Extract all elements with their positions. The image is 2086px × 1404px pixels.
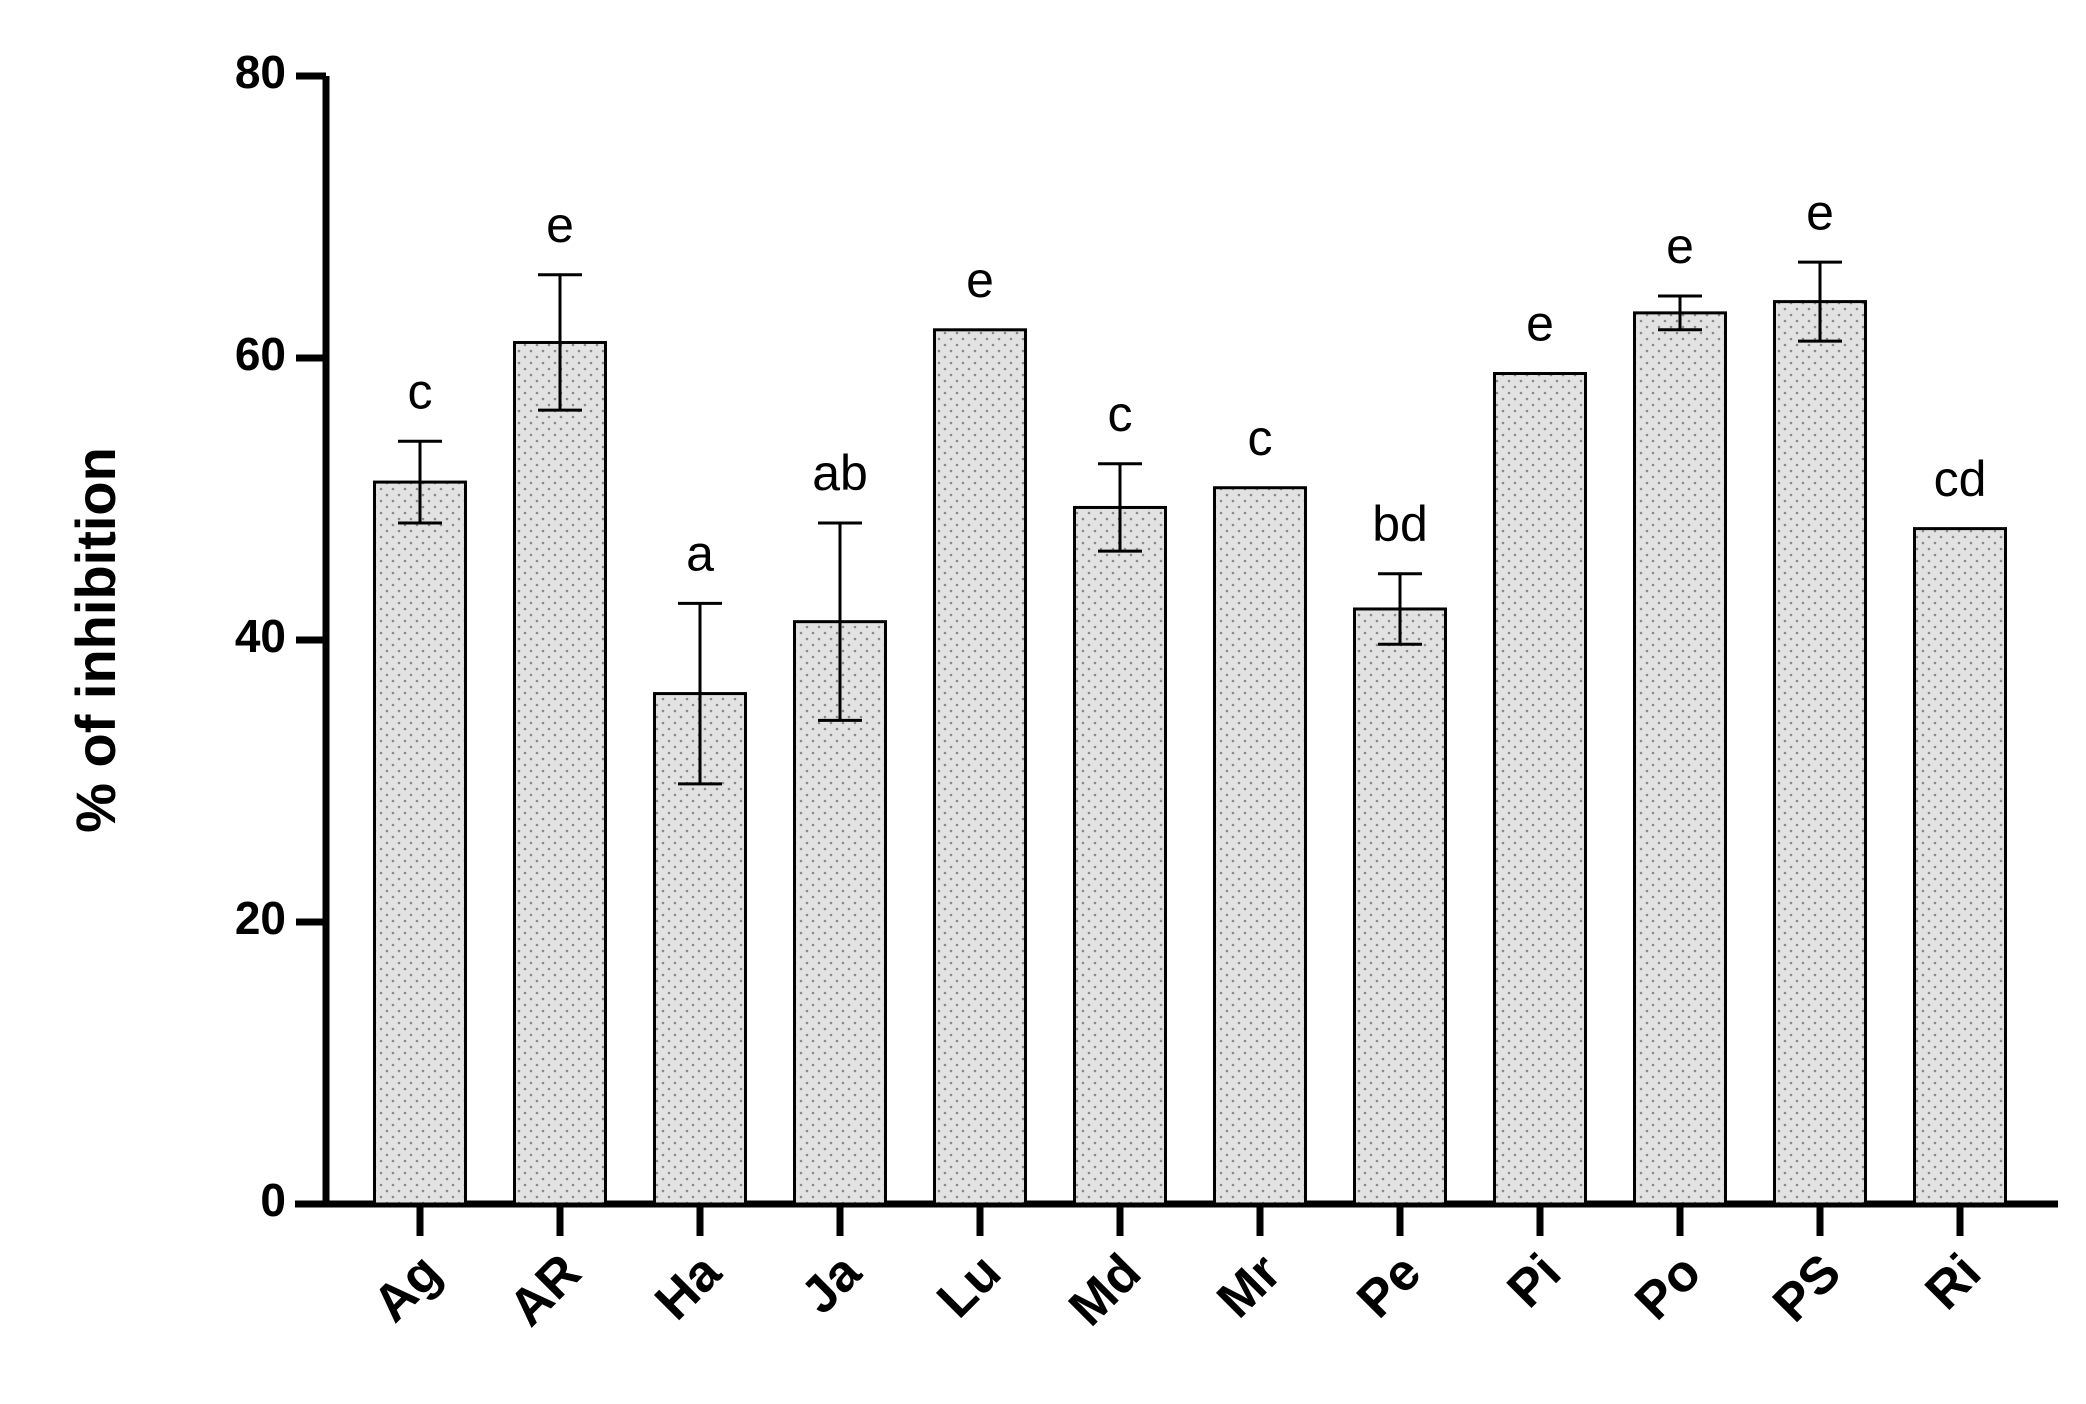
bar <box>1913 527 2007 1206</box>
y-tick-label: 80 <box>235 46 286 98</box>
x-tick-label: Ag <box>362 1243 452 1333</box>
significance-label: e <box>546 197 574 253</box>
error-bar <box>1098 462 1142 553</box>
significance-label: bd <box>1372 496 1428 552</box>
x-tick-label: Pe <box>1346 1243 1432 1329</box>
significance-label: a <box>686 526 714 582</box>
bar <box>1773 300 1867 1206</box>
error-bar <box>1658 294 1702 332</box>
bar <box>1353 607 1447 1206</box>
y-tick-label: 20 <box>235 892 286 944</box>
bar <box>933 328 1027 1206</box>
bar <box>1213 486 1307 1206</box>
x-tick-label: Po <box>1624 1243 1712 1331</box>
x-tick-label: Ja <box>790 1242 873 1325</box>
x-tick-label: Pi <box>1496 1243 1572 1319</box>
error-bar <box>398 439 442 525</box>
x-tick-label: Lu <box>926 1243 1012 1329</box>
x-tick-label: AR <box>498 1243 592 1337</box>
bar <box>1073 505 1167 1206</box>
error-bar <box>1798 260 1842 343</box>
significance-label: e <box>1526 296 1554 352</box>
significance-label: c <box>408 363 433 419</box>
y-tick-label: 40 <box>235 610 286 662</box>
error-bar <box>538 273 582 412</box>
bar <box>373 480 467 1206</box>
x-tick-label: PS <box>1762 1243 1852 1333</box>
significance-label: e <box>1806 184 1834 240</box>
significance-label: e <box>1666 218 1694 274</box>
bar <box>513 340 607 1206</box>
y-tick-label: 60 <box>235 328 286 380</box>
significance-label: c <box>1248 410 1273 466</box>
x-tick-label: Ri <box>1914 1243 1992 1321</box>
error-bar <box>678 601 722 786</box>
error-bar <box>1378 572 1422 646</box>
y-axis-label: % of inhibition <box>64 447 127 833</box>
significance-label: cd <box>1934 451 1987 507</box>
significance-label: c <box>1108 386 1133 442</box>
error-bar <box>818 521 862 722</box>
x-tick-label: Mr <box>1206 1243 1292 1329</box>
x-tick-label: Md <box>1058 1243 1152 1337</box>
significance-label: ab <box>812 445 868 501</box>
x-tick-label: Ha <box>644 1242 733 1331</box>
significance-label: e <box>966 252 994 308</box>
bar <box>1493 372 1587 1206</box>
y-tick-label: 0 <box>260 1174 286 1226</box>
bar <box>1633 311 1727 1206</box>
